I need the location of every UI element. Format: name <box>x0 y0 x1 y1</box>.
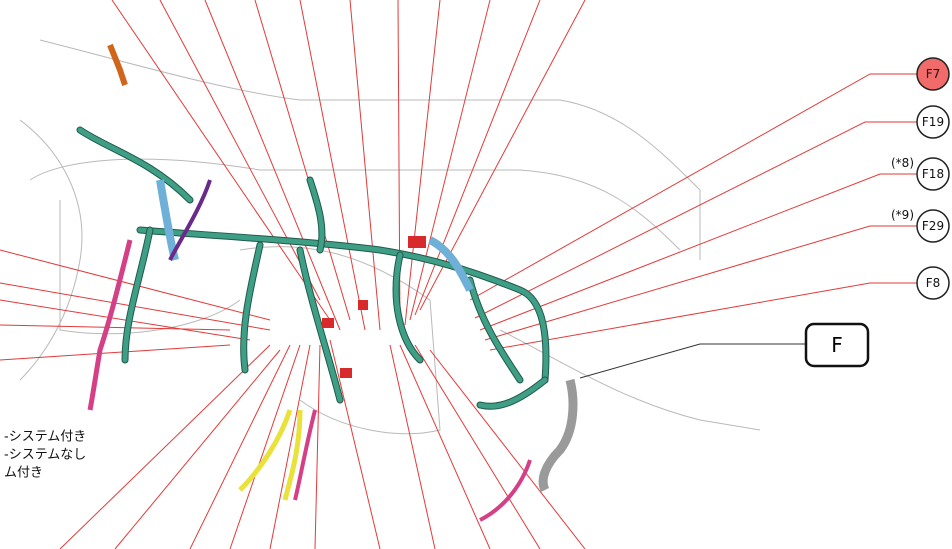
outline <box>239 246 441 435</box>
leader-line <box>314 344 321 549</box>
leader-line <box>474 121 917 319</box>
leader-lines <box>0 0 917 549</box>
connector-label: F29 <box>922 219 944 233</box>
leader-line <box>229 344 301 549</box>
connector-note: (*8) <box>891 156 914 170</box>
outline <box>19 119 83 381</box>
leader-line <box>269 344 311 549</box>
leader-line <box>409 0 491 321</box>
leader-line <box>414 344 541 549</box>
leader-line <box>479 173 917 331</box>
leader-line <box>489 282 917 351</box>
leader-line <box>0 344 231 361</box>
outline <box>499 329 761 431</box>
harness-trunk <box>137 227 549 383</box>
location-leader <box>579 343 701 379</box>
leader-line <box>404 0 441 326</box>
harness-pink <box>87 239 133 411</box>
outline <box>29 158 681 251</box>
leader-line <box>0 324 231 331</box>
connector-red <box>408 236 426 248</box>
leader-line <box>469 73 917 301</box>
connector-label: F8 <box>926 276 941 290</box>
legend-line: ム付き <box>4 466 43 481</box>
connector-label: F18 <box>922 167 944 181</box>
leader-line <box>484 225 917 341</box>
harness-gray <box>538 378 578 493</box>
connector-circle <box>916 105 950 139</box>
leader-line <box>204 0 341 331</box>
connector-circle <box>916 209 950 243</box>
leader-line <box>114 349 281 549</box>
leader-line <box>111 0 331 321</box>
leader-line <box>0 299 251 341</box>
connector-red <box>358 300 368 310</box>
connector-red <box>322 318 334 328</box>
leader-line <box>159 0 321 301</box>
connector-note: (*9) <box>891 208 914 222</box>
connector-red <box>340 368 352 378</box>
leader-line <box>349 0 381 331</box>
harness <box>76 43 578 522</box>
legend-line: -システムなし <box>4 448 86 463</box>
leader-line <box>399 344 491 549</box>
leader-line <box>299 0 366 331</box>
connector-label: F19 <box>922 115 944 129</box>
leader-line <box>59 344 271 549</box>
leader-line <box>254 0 351 321</box>
connector-circle <box>916 157 950 191</box>
harness-yellow <box>238 409 303 501</box>
connector-label: F7 <box>926 67 941 81</box>
harness-orange <box>107 43 128 86</box>
connector-circle <box>916 266 950 300</box>
harness-pink <box>293 409 532 522</box>
connector-circle <box>916 57 950 91</box>
legend-line: -システム付き <box>4 430 86 445</box>
harness-branch <box>77 127 548 409</box>
location-label: F <box>831 333 843 357</box>
leader-line <box>389 344 436 549</box>
leader-line <box>329 339 381 549</box>
location-box <box>804 322 870 368</box>
outline <box>59 200 241 335</box>
leader-line <box>429 349 586 549</box>
leader-line <box>189 344 291 549</box>
connector-callouts: F7 F19 (*8) F18 (*9) F29 F8 F <box>579 57 950 379</box>
harness-purple <box>168 179 212 261</box>
